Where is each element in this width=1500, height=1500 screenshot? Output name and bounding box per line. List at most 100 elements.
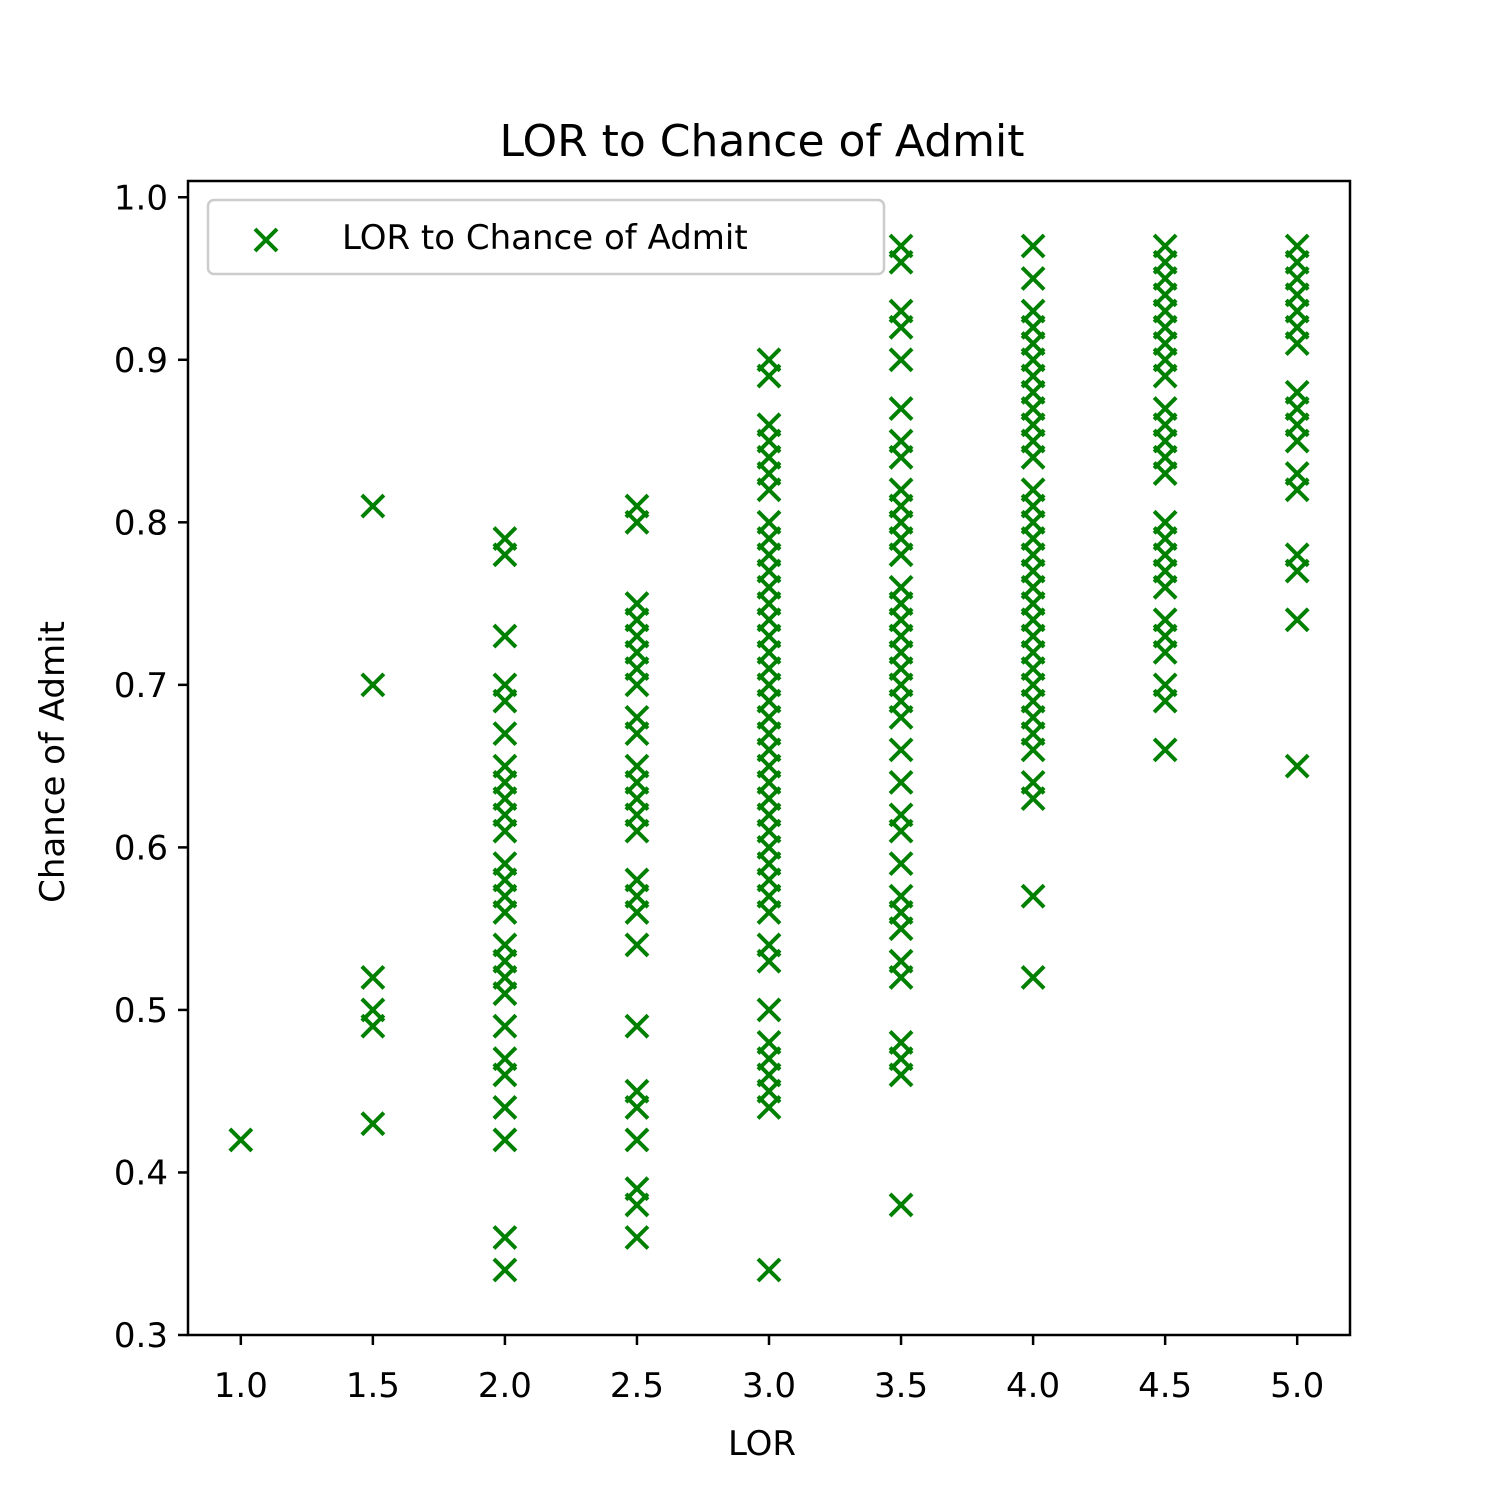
y-tick-label: 0.3: [114, 1316, 168, 1356]
data-point: [360, 1013, 386, 1039]
data-point: [624, 672, 650, 698]
data-point: [492, 1225, 518, 1250]
data-point: [492, 623, 518, 649]
data-point: [1020, 266, 1046, 291]
data-point: [492, 1013, 518, 1039]
legend-x-mark: [253, 227, 279, 253]
x-tick-label: 2.5: [610, 1366, 664, 1406]
y-tick-label: 0.8: [114, 503, 168, 543]
data-point: [624, 1013, 650, 1039]
y-tick-label: 1.0: [114, 178, 168, 218]
data-point: [1284, 331, 1310, 356]
legend: LOR to Chance of Admit: [206, 198, 886, 276]
data-point: [888, 249, 914, 275]
x-tick-label: 3.5: [874, 1366, 928, 1406]
data-point: [492, 688, 518, 714]
data-point: [756, 899, 782, 925]
data-point: [624, 818, 650, 844]
data-point: [624, 509, 650, 535]
data-point: [756, 948, 782, 974]
data-point: [888, 818, 914, 844]
y-tick-label: 0.6: [114, 828, 168, 868]
data-point: [228, 1127, 254, 1153]
data-point: [1152, 461, 1178, 486]
data-point: [492, 981, 518, 1007]
data-point: [888, 851, 914, 877]
data-point: [624, 721, 650, 747]
y-tick-label: 0.7: [114, 666, 168, 706]
data-point: [360, 965, 386, 990]
legend-box: [206, 198, 886, 276]
data-point: [756, 1257, 782, 1283]
data-point: [624, 932, 650, 958]
data-point: [888, 1192, 914, 1218]
data-point: [1152, 363, 1178, 389]
data-point: [1152, 574, 1178, 600]
data-point: [888, 737, 914, 763]
data-point: [492, 1095, 518, 1120]
data-point: [492, 818, 518, 844]
data-point: [888, 1062, 914, 1088]
data-point: [888, 769, 914, 795]
data-point: [624, 1225, 650, 1250]
data-point: [888, 314, 914, 340]
x-axis: 1.0 1.5 2.0 2.5 3.0 3.5 4.0 4.5 5.0: [214, 1335, 1324, 1406]
data-point: [888, 347, 914, 373]
x-tick-label: 4.0: [1006, 1366, 1060, 1406]
data-point: [888, 704, 914, 730]
data-point: [360, 1111, 386, 1137]
data-point: [1020, 883, 1046, 909]
data-point: [756, 997, 782, 1023]
data-point: [492, 1257, 518, 1283]
data-point: [1284, 477, 1310, 503]
x-tick-label: 5.0: [1270, 1366, 1324, 1406]
chart-title: LOR to Chance of Admit: [500, 116, 1025, 167]
data-point: [1020, 965, 1046, 990]
data-point: [888, 444, 914, 470]
y-axis-label: Chance of Admit: [33, 621, 73, 903]
data-point: [756, 1095, 782, 1120]
data-point: [1020, 737, 1046, 763]
data-point: [1284, 607, 1310, 633]
data-point: [1020, 444, 1046, 470]
data-point: [888, 542, 914, 568]
data-point: [888, 396, 914, 421]
data-point: [1020, 786, 1046, 812]
data-point: [624, 1127, 650, 1153]
x-tick-label: 2.0: [478, 1366, 532, 1406]
y-axis: 0.3 0.4 0.5 0.6 0.7 0.8 0.9 1.0: [114, 178, 188, 1356]
data-point: [1152, 639, 1178, 665]
data-point: [492, 899, 518, 925]
legend-marker-x-icon: [253, 227, 279, 253]
data-point: [360, 672, 386, 698]
x-axis-label: LOR: [728, 1424, 796, 1464]
data-point: [492, 1062, 518, 1088]
data-point: [756, 363, 782, 389]
y-tick-label: 0.5: [114, 991, 168, 1031]
data-point: [756, 477, 782, 503]
y-tick-label: 0.9: [114, 341, 168, 381]
data-point: [1284, 558, 1310, 584]
data-point: [624, 1095, 650, 1120]
data-point: [492, 542, 518, 568]
data-point: [888, 916, 914, 942]
data-point: [1284, 428, 1310, 454]
data-point: [624, 1192, 650, 1218]
data-point: [888, 965, 914, 990]
data-point: [360, 493, 386, 519]
x-tick-label: 1.5: [346, 1366, 400, 1406]
x-tick-label: 4.5: [1138, 1366, 1192, 1406]
data-point: [1152, 688, 1178, 714]
data-point: [624, 899, 650, 925]
plot-area: [228, 233, 1310, 1283]
data-point: [1284, 753, 1310, 779]
data-point: [492, 1127, 518, 1153]
x-tick-label: 1.0: [214, 1366, 268, 1406]
x-tick-label: 3.0: [742, 1366, 796, 1406]
data-point: [492, 721, 518, 747]
y-tick-label: 0.4: [114, 1153, 168, 1193]
data-point: [1020, 233, 1046, 259]
data-point: [1152, 737, 1178, 763]
legend-label: LOR to Chance of Admit: [342, 218, 748, 258]
